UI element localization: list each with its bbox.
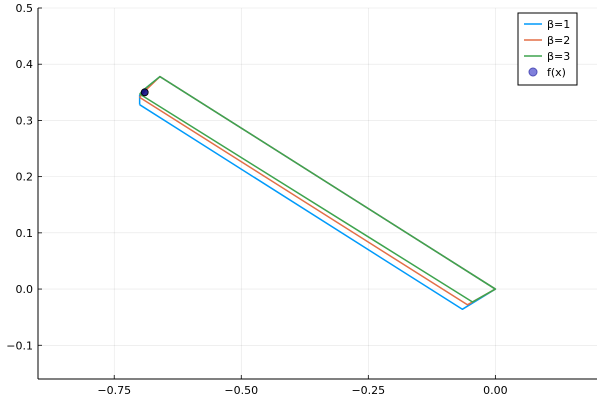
legend-swatch-points <box>528 67 538 77</box>
grid <box>38 7 597 379</box>
data-point <box>140 88 149 97</box>
y-tick-label: 0.4 <box>16 58 34 71</box>
axes <box>37 8 597 380</box>
series-layer <box>138 75 497 311</box>
y-tick-label: 0.3 <box>16 114 34 127</box>
legend-label-1: β=1 <box>547 18 570 31</box>
x-tick-label: −0.25 <box>351 384 385 397</box>
series-line-1 <box>138 75 497 311</box>
x-tick-label: 0.00 <box>483 384 508 397</box>
y-tick-label: 0.0 <box>16 283 34 296</box>
legend-label-points: f(x) <box>547 66 566 79</box>
legend-label-3: β=3 <box>547 50 570 63</box>
legend-box <box>517 12 578 86</box>
y-ticks: −0.1 0.0 0.1 0.2 0.3 0.4 0.5 <box>6 2 42 352</box>
series-line-2 <box>139 75 497 306</box>
y-tick-label: 0.2 <box>16 171 34 184</box>
x-tick-label: −0.75 <box>97 384 131 397</box>
series-line-3 <box>139 75 497 303</box>
y-tick-label: 0.1 <box>16 227 34 240</box>
x-tick-label: −0.50 <box>224 384 258 397</box>
y-tick-label: 0.5 <box>16 2 34 15</box>
legend-label-2: β=2 <box>547 34 570 47</box>
y-tick-label: −0.1 <box>6 339 33 352</box>
x-ticks: −0.75 −0.50 −0.25 0.00 <box>97 375 508 397</box>
points-layer <box>140 88 149 97</box>
legend: β=1 β=2 β=3 f(x) <box>517 12 578 86</box>
